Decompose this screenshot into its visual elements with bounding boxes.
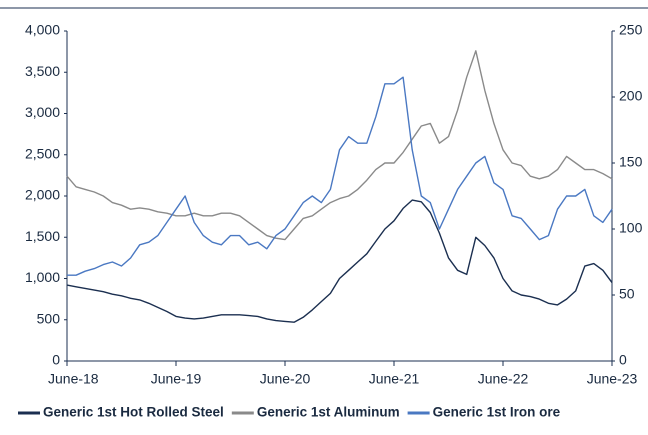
y-tick-label: 0	[52, 352, 60, 368]
x-tick-label: June-19	[151, 371, 202, 387]
y2-tick-label: 250	[619, 22, 643, 38]
x-tick-label: June-23	[587, 371, 638, 387]
y-tick-label: 500	[37, 310, 61, 326]
y-tick-label: 3,000	[25, 104, 60, 120]
y2-tick-label: 0	[619, 352, 627, 368]
y-tick-label: 1,000	[25, 269, 60, 285]
x-tick-label: June-22	[478, 371, 529, 387]
y2-tick-label: 100	[619, 220, 643, 236]
y-tick-label: 1,500	[25, 228, 60, 244]
y-tick-label: 2,500	[25, 145, 60, 161]
series-line	[66, 50, 613, 241]
y2-tick-label: 150	[619, 154, 643, 170]
y2-tick-label: 200	[619, 88, 643, 104]
series-line	[66, 199, 613, 323]
series-line	[67, 76, 613, 276]
y-tick-label: 2,000	[25, 187, 60, 203]
x-tick-label: June-18	[48, 371, 99, 387]
x-tick-label: June-20	[260, 371, 311, 387]
legend-label: Generic 1st Hot Rolled Steel	[43, 405, 224, 420]
legend: Generic 1st Hot Rolled Steel Generic 1st …	[18, 405, 561, 420]
x-tick-label: June-21	[369, 371, 420, 387]
y-tick-label: 4,000	[25, 22, 60, 38]
y2-tick-label: 50	[619, 286, 635, 302]
y-tick-label: 3,500	[25, 63, 60, 79]
legend-label: Generic 1st Iron ore	[433, 405, 561, 420]
legend-label: Generic 1st Aluminum	[257, 405, 400, 420]
